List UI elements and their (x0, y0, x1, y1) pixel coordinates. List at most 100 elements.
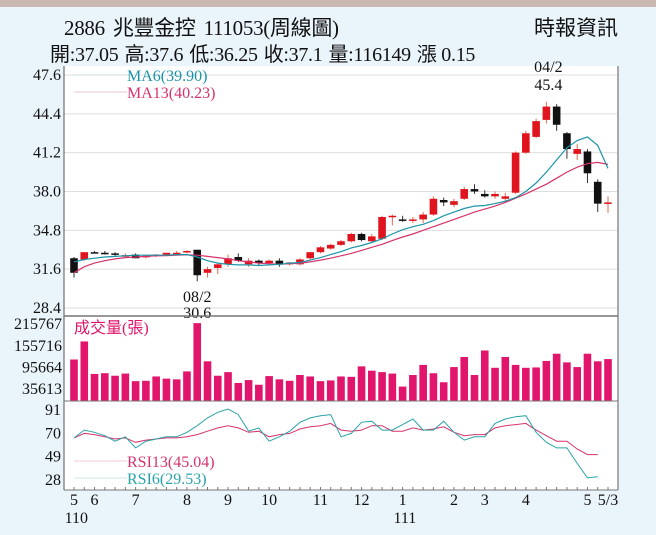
price-tick-label: 28.4 (33, 300, 61, 317)
candle-body (162, 252, 171, 255)
candle-body (306, 252, 314, 259)
volume-title: 成交量(張) (74, 319, 149, 337)
x-month-label: 2 (450, 492, 458, 509)
candle-body (604, 202, 612, 204)
volume-bar (152, 376, 160, 401)
candle-body (255, 260, 263, 264)
volume-bar (234, 382, 243, 401)
volume-bar (501, 356, 510, 401)
candle-body (542, 106, 551, 120)
volume-bar (224, 372, 232, 401)
volume-bar (111, 375, 119, 401)
candle-body (172, 252, 181, 255)
x-month-label: 1 (399, 492, 407, 509)
candle-body (563, 133, 571, 150)
volume-bar (255, 384, 263, 401)
volume-tick-label: 95664 (22, 359, 62, 376)
stock-name: 兆豐金控 (112, 16, 196, 40)
volume-bar (244, 380, 253, 401)
price-tick-label: 47.6 (33, 67, 61, 84)
candle-body (552, 106, 561, 125)
price-tick-label: 41.2 (33, 145, 61, 162)
volume-bar (470, 375, 479, 401)
price-panel (64, 74, 618, 309)
volume-bar (368, 370, 376, 401)
volume-bar (357, 366, 366, 401)
volume-bar (101, 373, 109, 401)
volume-bar (347, 376, 356, 401)
volume-bar (378, 372, 386, 401)
open-value: 開:37.05 (50, 44, 119, 66)
x-month-label: 9 (224, 492, 232, 509)
candle-body (388, 215, 397, 218)
close-value: 收:37.1 (263, 44, 323, 66)
candle-body (234, 257, 243, 261)
candle-body (80, 252, 89, 260)
volume-bar (388, 373, 397, 401)
x-month-label: 5 (583, 492, 591, 509)
candle-body (101, 252, 109, 255)
x-month-label: 11 (313, 492, 328, 509)
volume-bar (398, 386, 407, 401)
volume-bar (409, 375, 417, 401)
candle-body (429, 198, 438, 215)
low-date-annotation: 08/2 (183, 289, 211, 306)
candle-body (265, 260, 273, 264)
x-month-label: 4 (522, 492, 530, 509)
volume-bar (265, 376, 273, 401)
low-price-annotation: 30.6 (183, 305, 211, 322)
candle-body (501, 196, 510, 199)
x-month-label: 3 (481, 492, 489, 509)
volume-bar (337, 376, 345, 401)
candle-body (326, 244, 335, 249)
price-tick-label: 34.8 (33, 222, 61, 239)
volume-panel (70, 323, 612, 401)
price-tick-label: 31.6 (33, 261, 61, 278)
volume-bar (306, 376, 314, 401)
candle-body (368, 236, 376, 242)
volume-bar (121, 373, 130, 401)
volume-bar (573, 367, 581, 401)
candle-body (573, 149, 581, 154)
candle-body (419, 214, 427, 220)
ma6-line (73, 136, 609, 267)
candle-body (480, 193, 489, 197)
volume-bar (439, 382, 448, 401)
candle-body (470, 189, 479, 192)
candle-body (275, 260, 284, 265)
rsi-tick-label: 70 (45, 425, 61, 442)
candles (70, 101, 612, 282)
volume-tick-label: 215767 (14, 316, 62, 333)
candle-body (532, 121, 540, 137)
candle-body (111, 253, 119, 255)
volume-bar (80, 341, 89, 401)
candle-body (378, 216, 386, 239)
volume-bar (532, 367, 540, 401)
candle-body (347, 233, 356, 242)
volume-bar (131, 381, 140, 401)
price-tick-label: 44.4 (33, 106, 61, 123)
volume-bar (193, 323, 202, 401)
high-price-annotation: 45.4 (534, 77, 562, 94)
x-month-label: 7 (132, 492, 140, 509)
candle-body (70, 258, 78, 273)
candle-body (357, 233, 366, 241)
high-date-annotation: 04/2 (534, 59, 562, 76)
volume-bar (213, 375, 222, 401)
x-month-label: 5 (70, 492, 78, 509)
x-month-label: 8 (183, 492, 191, 509)
volume-bar (583, 353, 592, 401)
candle-body (316, 247, 325, 253)
x-year-label: 111 (393, 510, 416, 527)
rsi-panel (73, 408, 598, 479)
volume-bar (604, 359, 612, 401)
rsi-tick-label: 49 (45, 449, 61, 466)
rsi-tick-label: 91 (45, 402, 61, 419)
ma6-legend-label: MA6(39.90) (127, 68, 207, 85)
stock-code: 2886 (64, 16, 105, 40)
volume-bar (511, 364, 520, 401)
low-value: 低:36.25 (189, 44, 258, 66)
volume-bar (142, 380, 150, 401)
candle-body (183, 250, 191, 253)
chart-title: 2886 兆豐金控 111053(周線圖) (64, 12, 347, 42)
